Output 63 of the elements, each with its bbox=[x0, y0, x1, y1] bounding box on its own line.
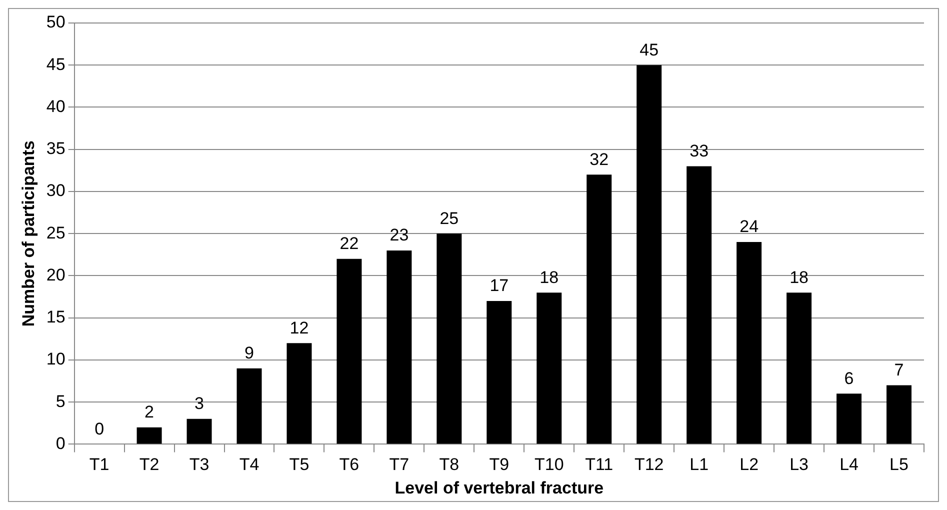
data-label: 18 bbox=[540, 268, 559, 287]
data-label: 24 bbox=[740, 217, 759, 236]
data-label: 33 bbox=[690, 141, 709, 160]
y-tick-label: 40 bbox=[46, 96, 66, 116]
x-axis-title: Level of vertebral fracture bbox=[394, 478, 604, 498]
x-tick-label: T6 bbox=[339, 455, 360, 474]
y-tick-label: 25 bbox=[46, 223, 66, 242]
bar bbox=[586, 174, 612, 444]
data-label: 17 bbox=[490, 276, 509, 296]
x-tick-label: L1 bbox=[690, 455, 709, 474]
bar bbox=[336, 258, 362, 444]
data-label: 3 bbox=[194, 394, 204, 414]
y-tick-label: 30 bbox=[46, 181, 66, 200]
data-label: 45 bbox=[640, 40, 659, 60]
bar bbox=[536, 292, 562, 444]
x-tick-label: T1 bbox=[89, 455, 110, 474]
bar bbox=[386, 250, 412, 444]
x-tick-label: T3 bbox=[189, 455, 210, 474]
bar bbox=[786, 292, 812, 444]
bar bbox=[186, 418, 212, 444]
y-axis-title: Number of participants bbox=[18, 140, 38, 327]
data-label: 25 bbox=[440, 208, 459, 228]
x-tick-label: T2 bbox=[139, 455, 160, 474]
y-tick-label: 0 bbox=[56, 434, 66, 453]
x-tick-label: T4 bbox=[239, 455, 260, 474]
bar bbox=[236, 368, 262, 444]
data-label: 9 bbox=[244, 344, 254, 363]
bar bbox=[286, 343, 312, 444]
y-tick-label: 10 bbox=[46, 350, 66, 369]
x-tick-label: T8 bbox=[439, 455, 460, 474]
bar bbox=[836, 394, 862, 444]
x-tick-label: T10 bbox=[534, 455, 564, 474]
y-tick-label: 50 bbox=[46, 12, 66, 32]
data-label: 18 bbox=[790, 268, 809, 287]
bar bbox=[636, 65, 662, 444]
x-tick-label: T9 bbox=[489, 455, 510, 474]
data-label: 2 bbox=[144, 402, 154, 422]
x-tick-label: T11 bbox=[585, 455, 614, 474]
data-label: 6 bbox=[844, 368, 854, 388]
data-label: 32 bbox=[590, 150, 609, 169]
data-label: 0 bbox=[94, 419, 104, 438]
data-label: 22 bbox=[340, 234, 359, 254]
y-tick-label: 35 bbox=[46, 139, 66, 158]
bar bbox=[886, 385, 912, 444]
x-tick-label: T5 bbox=[289, 455, 310, 474]
x-tick-label: T7 bbox=[389, 455, 410, 474]
x-tick-label: L2 bbox=[740, 455, 759, 474]
data-label: 23 bbox=[390, 226, 409, 245]
y-tick-label: 5 bbox=[56, 392, 66, 411]
bar bbox=[486, 300, 512, 444]
x-tick-label: L5 bbox=[890, 455, 908, 474]
x-tick-label: T12 bbox=[634, 455, 664, 474]
x-tick-label: L3 bbox=[790, 455, 809, 474]
y-tick-label: 20 bbox=[46, 265, 66, 284]
data-label: 12 bbox=[290, 318, 309, 338]
y-tick-label: 45 bbox=[46, 54, 66, 74]
bar bbox=[736, 242, 762, 444]
x-tick-label: L4 bbox=[840, 455, 858, 474]
y-tick-label: 15 bbox=[46, 308, 66, 327]
bar bbox=[436, 234, 462, 444]
bar bbox=[686, 166, 712, 444]
data-label: 7 bbox=[894, 360, 904, 380]
bar bbox=[136, 427, 162, 444]
